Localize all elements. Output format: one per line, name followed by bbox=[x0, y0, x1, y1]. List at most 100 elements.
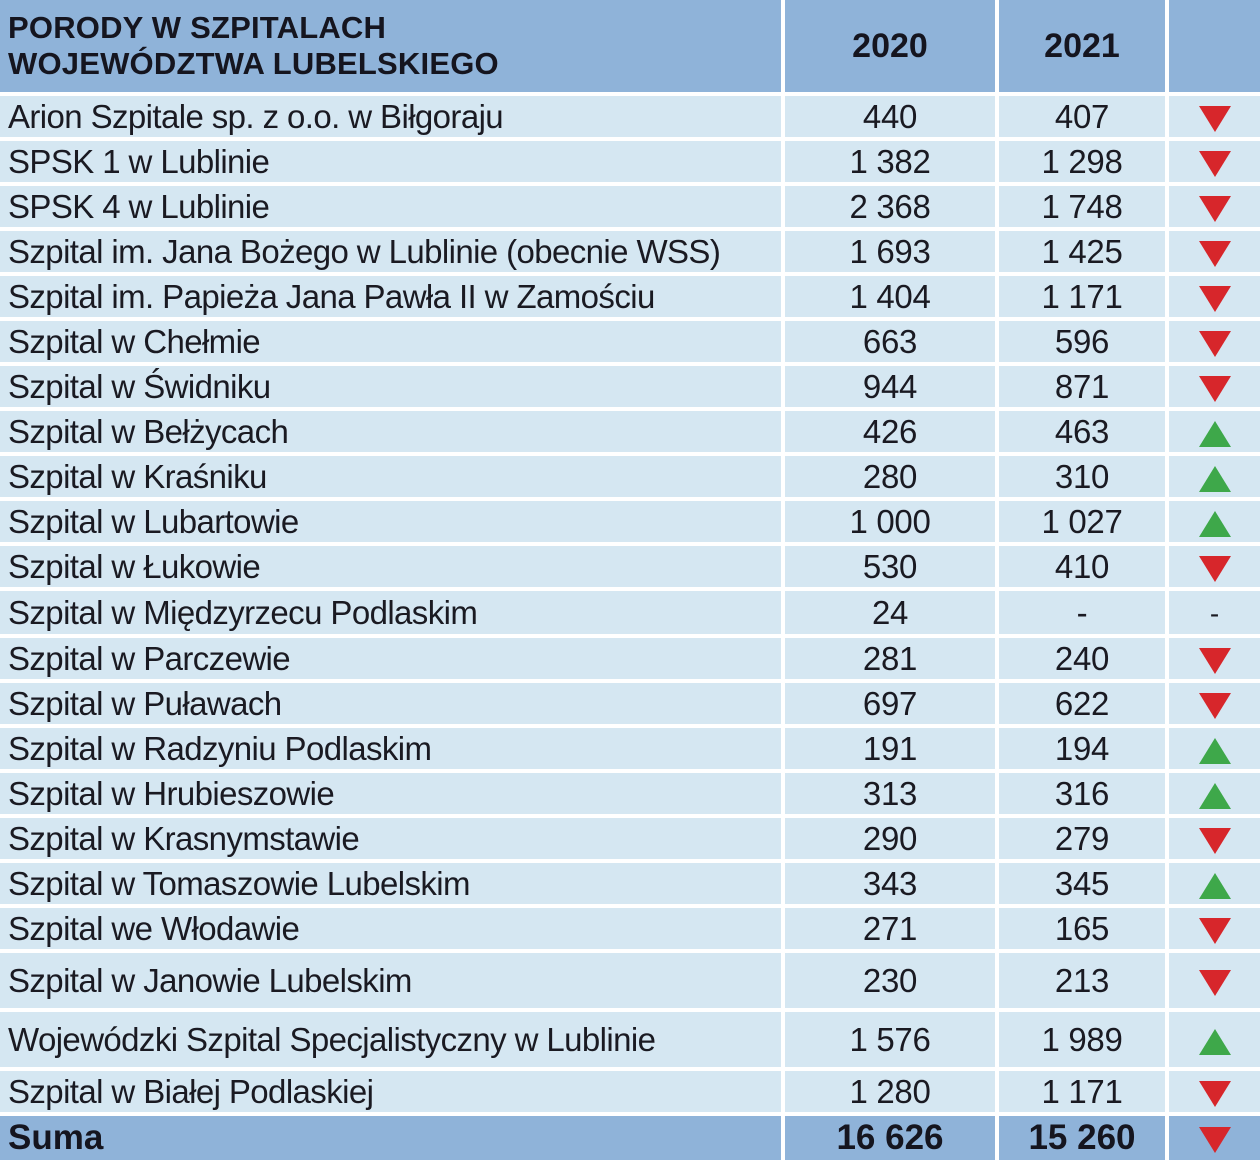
trend-cell bbox=[1167, 636, 1260, 683]
table-title-line1: PORODY W SZPITALACH bbox=[8, 10, 387, 45]
trend-down-icon bbox=[1198, 556, 1231, 583]
hospital-name: Szpital w Tomaszowie Lubelskim bbox=[0, 861, 785, 908]
trend-cell bbox=[1167, 454, 1260, 501]
hospital-name: Szpital w Janowie Lubelskim bbox=[0, 951, 785, 1012]
value-2021: 622 bbox=[997, 681, 1169, 728]
trend-up-icon bbox=[1198, 421, 1231, 448]
table-title: PORODY W SZPITALACH WOJEWÓDZTWA LUBELSKI… bbox=[0, 0, 785, 96]
value-2020: 1 693 bbox=[783, 229, 999, 276]
table-row: Szpital w Krasnymstawie 290 279 bbox=[0, 816, 1260, 863]
trend-down-icon bbox=[1198, 918, 1231, 945]
value-2021: 463 bbox=[997, 409, 1169, 456]
trend-cell bbox=[1167, 816, 1260, 863]
trend-down-icon bbox=[1198, 1126, 1231, 1153]
trend-cell bbox=[1167, 726, 1260, 773]
trend-down-icon bbox=[1198, 648, 1231, 675]
column-header-2020: 2020 bbox=[783, 0, 999, 96]
table-row: Szpital w Kraśniku 280 310 bbox=[0, 454, 1260, 501]
value-2020: 1 280 bbox=[783, 1069, 999, 1116]
value-2021: 1 748 bbox=[997, 184, 1169, 231]
value-2020: 944 bbox=[783, 364, 999, 411]
value-2021: 1 171 bbox=[997, 1069, 1169, 1116]
table-row: Szpital w Janowie Lubelskim 230 213 bbox=[0, 951, 1260, 1012]
value-2021: 194 bbox=[997, 726, 1169, 773]
trend-down-icon bbox=[1198, 196, 1231, 223]
value-2021: 1 425 bbox=[997, 229, 1169, 276]
hospital-name: Szpital w Radzyniu Podlaskim bbox=[0, 726, 785, 773]
trend-cell bbox=[1167, 544, 1260, 591]
trend-up-icon bbox=[1198, 511, 1231, 538]
value-2021: 165 bbox=[997, 906, 1169, 953]
value-2021: - bbox=[997, 589, 1169, 638]
hospital-name: Szpital w Hrubieszowie bbox=[0, 771, 785, 818]
trend-cell bbox=[1167, 229, 1260, 276]
column-header-trend bbox=[1167, 0, 1260, 96]
header-row: PORODY W SZPITALACH WOJEWÓDZTWA LUBELSKI… bbox=[0, 0, 1260, 96]
trend-down-icon bbox=[1198, 828, 1231, 855]
value-2020: 1 000 bbox=[783, 499, 999, 546]
table-title-line2: WOJEWÓDZTWA LUBELSKIEGO bbox=[8, 46, 499, 81]
value-2021: 596 bbox=[997, 319, 1169, 366]
value-2021: 407 bbox=[997, 94, 1169, 141]
value-2020: 2 368 bbox=[783, 184, 999, 231]
trend-down-icon bbox=[1198, 241, 1231, 268]
total-2020: 16 626 bbox=[783, 1114, 999, 1160]
hospital-name: Szpital w Krasnymstawie bbox=[0, 816, 785, 863]
trend-cell bbox=[1167, 274, 1260, 321]
trend-down-icon bbox=[1198, 970, 1231, 997]
value-2020: 426 bbox=[783, 409, 999, 456]
trend-cell bbox=[1167, 184, 1260, 231]
trend-cell bbox=[1167, 861, 1260, 908]
trend-cell bbox=[1167, 681, 1260, 728]
value-2020: 271 bbox=[783, 906, 999, 953]
table-row: Szpital w Hrubieszowie 313 316 bbox=[0, 771, 1260, 818]
trend-cell bbox=[1167, 319, 1260, 366]
table-row: Szpital w Chełmie 663 596 bbox=[0, 319, 1260, 366]
hospital-name: Szpital w Białej Podlaskiej bbox=[0, 1069, 785, 1116]
hospital-name: Szpital w Chełmie bbox=[0, 319, 785, 366]
value-2020: 24 bbox=[783, 589, 999, 638]
trend-up-icon bbox=[1198, 1029, 1231, 1056]
table-row: SPSK 4 w Lublinie 2 368 1 748 bbox=[0, 184, 1260, 231]
table-row: Szpital w Łukowie 530 410 bbox=[0, 544, 1260, 591]
value-2021: 1 027 bbox=[997, 499, 1169, 546]
trend-cell bbox=[1167, 499, 1260, 546]
value-2020: 663 bbox=[783, 319, 999, 366]
trend-none: - bbox=[1209, 598, 1220, 629]
trend-cell bbox=[1167, 1010, 1260, 1071]
hospital-name: Szpital w Kraśniku bbox=[0, 454, 785, 501]
table-row: Szpital we Włodawie 271 165 bbox=[0, 906, 1260, 953]
table-row: Szpital w Lubartowie 1 000 1 027 bbox=[0, 499, 1260, 546]
table-body: Arion Szpitale sp. z o.o. w Biłgoraju 440… bbox=[0, 94, 1260, 1116]
value-2020: 280 bbox=[783, 454, 999, 501]
value-2020: 343 bbox=[783, 861, 999, 908]
trend-cell bbox=[1167, 94, 1260, 141]
value-2020: 191 bbox=[783, 726, 999, 773]
value-2020: 1 576 bbox=[783, 1010, 999, 1071]
trend-cell bbox=[1167, 771, 1260, 818]
hospital-name: Szpital w Lubartowie bbox=[0, 499, 785, 546]
table-row: Szpital w Parczewie 281 240 bbox=[0, 636, 1260, 683]
value-2021: 871 bbox=[997, 364, 1169, 411]
value-2020: 290 bbox=[783, 816, 999, 863]
hospital-name: Szpital w Łukowie bbox=[0, 544, 785, 591]
table-row: Szpital w Puławach 697 622 bbox=[0, 681, 1260, 728]
table-row: Szpital w Międzyrzecu Podlaskim 24- - bbox=[0, 589, 1260, 638]
trend-cell bbox=[1167, 1069, 1260, 1116]
hospital-name: Szpital w Świdniku bbox=[0, 364, 785, 411]
value-2020: 313 bbox=[783, 771, 999, 818]
value-2020: 281 bbox=[783, 636, 999, 683]
value-2020: 530 bbox=[783, 544, 999, 591]
trend-cell bbox=[1167, 906, 1260, 953]
value-2021: 310 bbox=[997, 454, 1169, 501]
value-2021: 1 171 bbox=[997, 274, 1169, 321]
trend-cell bbox=[1167, 364, 1260, 411]
value-2021: 279 bbox=[997, 816, 1169, 863]
table-row: Wojewódzki Szpital Specjalistyczny w Lub… bbox=[0, 1010, 1260, 1071]
value-2020: 440 bbox=[783, 94, 999, 141]
value-2021: 345 bbox=[997, 861, 1169, 908]
value-2021: 1 989 bbox=[997, 1010, 1169, 1071]
value-2021: 213 bbox=[997, 951, 1169, 1012]
